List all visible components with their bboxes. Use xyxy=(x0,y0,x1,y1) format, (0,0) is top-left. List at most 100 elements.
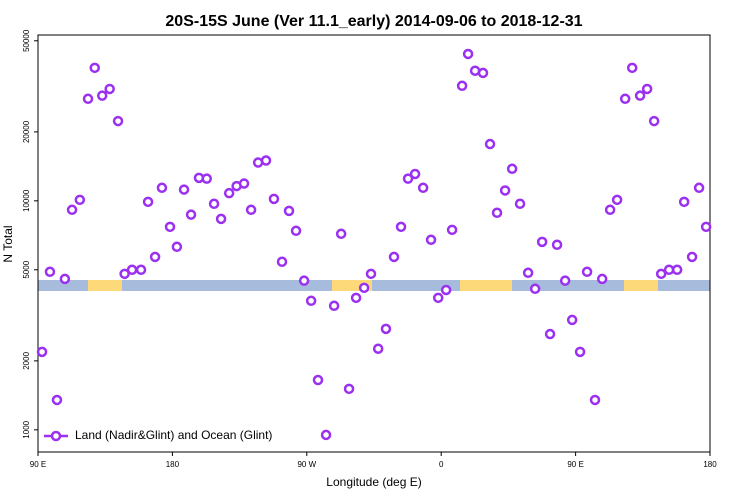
x-tick-label: 180 xyxy=(703,460,717,469)
land-strip xyxy=(332,280,372,291)
point xyxy=(74,194,86,206)
point xyxy=(149,251,161,263)
point xyxy=(484,138,496,150)
point xyxy=(126,264,138,276)
y-tick-label: 5000 xyxy=(22,260,31,278)
point xyxy=(663,264,675,276)
legend-marker xyxy=(50,430,62,442)
y-axis-label: N Total xyxy=(1,225,15,262)
point xyxy=(119,268,130,280)
point xyxy=(619,93,631,105)
point xyxy=(456,80,468,92)
plot-frame xyxy=(37,34,711,453)
point xyxy=(208,198,220,210)
ocean-strip xyxy=(38,280,710,291)
point xyxy=(96,90,108,101)
point xyxy=(671,264,683,276)
point xyxy=(388,251,400,263)
point xyxy=(104,83,115,95)
point xyxy=(589,394,601,406)
point xyxy=(82,93,94,105)
point xyxy=(135,264,147,276)
y-tick-label: 2000 xyxy=(22,351,31,369)
point xyxy=(611,194,623,206)
point xyxy=(417,182,429,194)
x-tick-label: 90 W xyxy=(297,460,316,469)
point xyxy=(112,115,124,127)
point xyxy=(499,185,511,196)
legend-label: Land (Nadir&Glint) and Ocean (Glint) xyxy=(75,428,272,442)
point xyxy=(514,198,526,210)
point xyxy=(544,328,556,340)
point xyxy=(238,178,250,189)
point xyxy=(432,292,444,304)
point xyxy=(215,213,227,225)
point xyxy=(51,394,63,406)
point xyxy=(462,48,474,60)
point xyxy=(201,173,212,184)
surface-strip xyxy=(38,280,710,291)
point xyxy=(185,209,197,220)
point xyxy=(626,62,638,74)
point xyxy=(477,67,489,79)
x-axis-label: Longitude (deg E) xyxy=(326,475,421,489)
point xyxy=(380,323,392,335)
point xyxy=(283,205,295,217)
point xyxy=(604,204,616,216)
point xyxy=(44,266,56,278)
point xyxy=(328,300,340,312)
point xyxy=(305,295,317,307)
point xyxy=(402,173,414,184)
land-strip xyxy=(88,280,122,291)
point xyxy=(522,267,534,279)
point xyxy=(298,275,310,286)
y-tick-label: 10000 xyxy=(22,189,31,212)
point xyxy=(395,221,407,233)
point xyxy=(343,383,355,395)
y-tick-label: 20000 xyxy=(22,120,31,143)
x-tick-label: 180 xyxy=(166,460,180,469)
point xyxy=(350,292,362,304)
point xyxy=(171,241,183,253)
point xyxy=(700,221,712,233)
point xyxy=(574,346,586,358)
point xyxy=(566,314,578,326)
point xyxy=(641,83,653,95)
point xyxy=(260,155,272,166)
point xyxy=(686,251,698,263)
point xyxy=(409,168,421,180)
point xyxy=(312,374,324,386)
point xyxy=(268,193,280,205)
chart-title: 20S-15S June (Ver 11.1_early) 2014-09-06… xyxy=(165,13,582,30)
point xyxy=(655,268,667,280)
point xyxy=(36,346,48,358)
point xyxy=(320,429,332,441)
point xyxy=(89,62,100,74)
point xyxy=(581,266,593,278)
point xyxy=(156,182,168,194)
land-strip xyxy=(460,280,512,291)
point xyxy=(365,268,377,280)
point xyxy=(223,187,235,199)
point xyxy=(142,196,154,208)
point xyxy=(529,283,541,295)
land-strip xyxy=(624,280,658,291)
point xyxy=(245,204,257,216)
point xyxy=(276,256,288,267)
x-tick-label: 0 xyxy=(439,460,444,469)
point xyxy=(678,196,690,208)
point xyxy=(551,239,563,251)
point xyxy=(164,221,176,233)
point xyxy=(178,184,190,195)
point xyxy=(446,224,458,236)
point xyxy=(559,275,571,286)
point xyxy=(648,115,660,127)
point xyxy=(358,282,370,294)
point xyxy=(536,236,548,248)
point xyxy=(66,204,78,216)
x-tick-label: 90 E xyxy=(30,460,46,469)
point xyxy=(634,90,646,101)
point xyxy=(290,225,302,237)
point xyxy=(440,284,452,296)
